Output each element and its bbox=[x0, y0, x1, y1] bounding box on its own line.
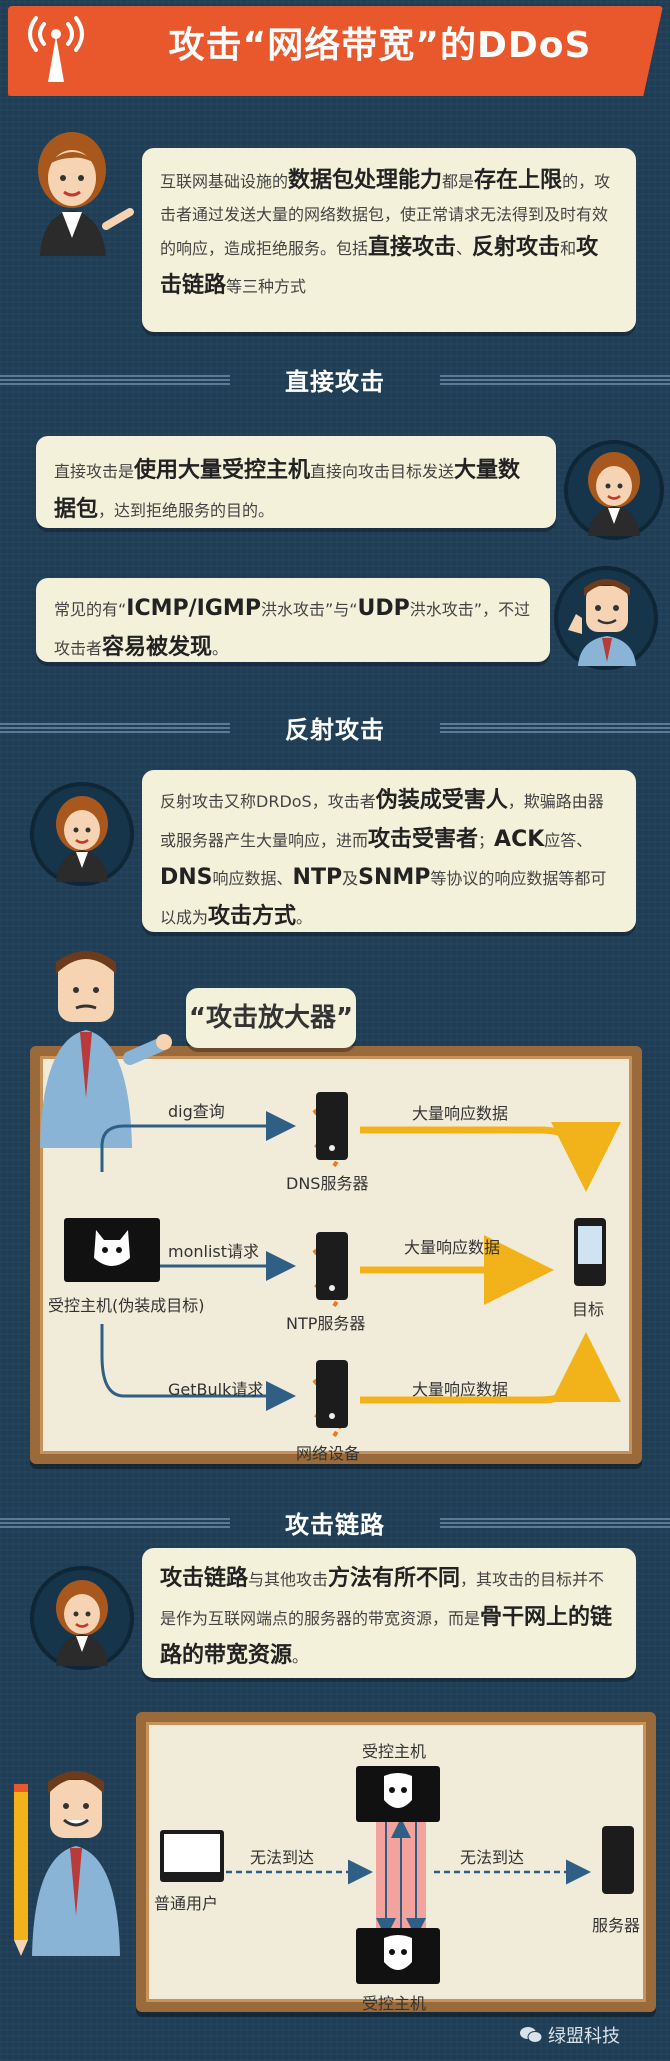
woman-avatar bbox=[564, 440, 664, 540]
man-avatar-thumbs-up bbox=[554, 566, 658, 670]
getbulk-request-label: GetBulk请求 bbox=[168, 1380, 264, 1399]
network-device-icon bbox=[316, 1360, 348, 1428]
section-rule-right bbox=[440, 723, 670, 733]
target-label: 目标 bbox=[572, 1300, 605, 1319]
watermark-text: 绿盟科技 bbox=[548, 2026, 620, 2047]
controlled-host-icon bbox=[64, 1218, 160, 1282]
network-device-label: 网络设备 bbox=[296, 1444, 361, 1463]
direct-attack-box-1: 直接攻击是使用大量受控主机直接向攻击目标发送大量数据包，达到拒绝服务的目的。 bbox=[36, 436, 556, 528]
section-title-reflect: 反射攻击 bbox=[285, 716, 385, 744]
woman-avatar bbox=[30, 782, 134, 886]
unreachable-label-left: 无法到达 bbox=[250, 1848, 315, 1867]
header-banner bbox=[8, 6, 663, 96]
reflect-attack-box: 反射攻击又称DRDoS，攻击者伪装成受害人，欺骗路由器或服务器产生大量响应，进而… bbox=[142, 770, 636, 932]
response-label-3: 大量响应数据 bbox=[412, 1380, 509, 1399]
section-rule-left bbox=[0, 375, 230, 385]
controlled-host-label: 受控主机(伪装成目标) bbox=[48, 1296, 205, 1315]
bottom-controlled-host-label: 受控主机 bbox=[362, 1994, 427, 2013]
dns-server-icon bbox=[316, 1092, 348, 1160]
section-rule-right bbox=[440, 1518, 670, 1528]
server-icon bbox=[602, 1826, 634, 1894]
section-title-link: 攻击链路 bbox=[285, 1511, 385, 1539]
pencil-man-figure bbox=[6, 1766, 136, 1956]
woman-avatar bbox=[30, 1566, 134, 1670]
bottom-controlled-host-icon bbox=[356, 1928, 440, 1984]
page-title: 攻击“网络带宽”的DDoS bbox=[168, 25, 592, 66]
intro-text-box: 互联网基础设施的数据包处理能力都是存在上限的，攻击者通过发送大量的网络数据包，使… bbox=[142, 148, 636, 332]
server-label: 服务器 bbox=[592, 1916, 641, 1935]
top-controlled-host-label: 受控主机 bbox=[362, 1742, 427, 1761]
target-phone-icon bbox=[574, 1218, 606, 1286]
response-label-1: 大量响应数据 bbox=[412, 1104, 509, 1123]
direct-attack-box-2: 常见的有“ICMP/IGMP洪水攻击”与“UDP洪水攻击”，不过攻击者容易被发现… bbox=[36, 578, 550, 662]
ntp-server-label: NTP服务器 bbox=[286, 1314, 366, 1333]
dig-query-label: dig查询 bbox=[168, 1102, 225, 1121]
response-label-2: 大量响应数据 bbox=[404, 1238, 501, 1257]
section-title-direct: 直接攻击 bbox=[285, 368, 385, 396]
section-rule-right bbox=[440, 375, 670, 385]
ntp-server-icon bbox=[316, 1232, 348, 1300]
antenna-icon bbox=[20, 14, 92, 86]
top-controlled-host-icon bbox=[356, 1766, 440, 1822]
dns-server-label: DNS服务器 bbox=[286, 1174, 369, 1193]
link-attack-box: 攻击链路与其他攻击方法有所不同，其攻击的目标并不是作为互联网端点的服务器的带宽资… bbox=[142, 1548, 636, 1678]
woman-presenter-avatar bbox=[14, 128, 134, 258]
ordinary-user-label: 普通用户 bbox=[154, 1894, 219, 1913]
unreachable-label-right: 无法到达 bbox=[460, 1848, 525, 1867]
monlist-request-label: monlist请求 bbox=[168, 1242, 260, 1261]
ordinary-user-monitor-icon bbox=[160, 1830, 224, 1882]
section-rule-left bbox=[0, 723, 230, 733]
section-rule-left bbox=[0, 1518, 230, 1528]
wechat-icon bbox=[520, 2026, 543, 2044]
thinking-man-figure bbox=[22, 948, 172, 1148]
link-diagram-arrows bbox=[226, 1810, 591, 1946]
amplifier-callout: “攻击放大器” bbox=[186, 988, 356, 1048]
